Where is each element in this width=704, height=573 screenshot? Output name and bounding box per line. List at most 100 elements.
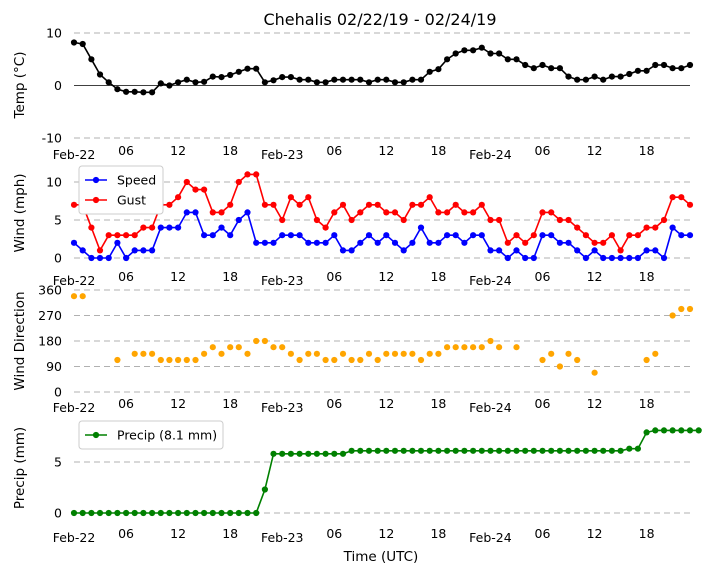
temp-temp-point	[279, 74, 286, 81]
wind-gust-point	[652, 224, 659, 231]
temp-temp-point	[88, 56, 95, 63]
dir-xtick-label: 18	[430, 396, 446, 411]
temp-temp-point	[608, 73, 616, 80]
precip-precip-8-1-mm-point	[235, 509, 242, 517]
wind-gust-point	[305, 194, 312, 201]
wind-gust-point	[235, 178, 242, 186]
wind-gust-point	[478, 201, 485, 208]
precip-precip-8-1-mm-point	[652, 427, 659, 434]
precip-precip-8-1-mm-point	[513, 447, 520, 454]
dir-direction-point	[149, 350, 156, 357]
wind-speed-point	[409, 239, 416, 246]
dir-direction-point	[391, 350, 399, 357]
wind-gust-point	[131, 232, 138, 239]
temp-xtick-label: 06	[535, 143, 551, 158]
dir-xtick-label: 18	[222, 396, 238, 411]
dir-direction-point	[339, 350, 347, 357]
wind-speed-point	[643, 247, 650, 254]
precip-xtick-label: 06	[535, 526, 551, 541]
precip-xtick-label: 12	[587, 526, 603, 541]
wind-gust-point	[374, 201, 381, 208]
wind-speed-point	[235, 216, 242, 224]
precip-xtick-label: 18	[639, 526, 655, 541]
wind-gust-point	[556, 216, 564, 224]
wind-legend: Speed Gust	[78, 165, 164, 215]
temp-temp-point	[131, 88, 138, 95]
wind-ytick-label: 0	[54, 251, 62, 266]
temp-temp-point	[548, 65, 555, 72]
wind-speed-point	[470, 232, 477, 239]
precip-ytick-label: 0	[54, 506, 62, 521]
temp-temp-point	[600, 76, 607, 83]
dir-direction-point	[270, 344, 277, 351]
dir-direction-point	[305, 350, 312, 357]
dir-direction-point	[444, 344, 451, 351]
wind-gust-point	[565, 216, 572, 224]
dir-ytick-label: 0	[54, 385, 62, 400]
temp-temp-point	[339, 76, 347, 83]
wind-speed-point	[140, 247, 147, 254]
dir-direction-point	[496, 344, 503, 351]
precip-precip-8-1-mm-point	[686, 427, 694, 434]
wind-gust-point	[218, 209, 225, 216]
wind-speed-point	[88, 254, 95, 262]
wind-gust-point	[626, 232, 633, 239]
wind-speed-point	[331, 232, 338, 239]
wind-gust-point	[140, 224, 147, 231]
precip-precip-8-1-mm-point	[556, 447, 564, 454]
temp-temp-point	[383, 76, 390, 83]
dir-xtick-label: 06	[326, 396, 342, 411]
wind-xtick-label: 12	[170, 269, 186, 284]
precip-precip-8-1-mm-point	[409, 447, 416, 454]
temp-ytick-label: 0	[54, 78, 62, 93]
dir-ytick-label: 270	[38, 308, 62, 323]
dir-direction-point	[287, 350, 294, 357]
dir-direction-point	[79, 293, 86, 300]
temp-temp-point	[426, 68, 433, 75]
precip-precip-8-1-mm-point	[201, 509, 208, 517]
wind-gust-point	[461, 209, 468, 216]
dir-direction-point	[166, 356, 173, 364]
wind-gust-point	[261, 201, 268, 208]
temp-ytick-label: -10	[42, 131, 62, 146]
dir-direction-point	[452, 344, 459, 351]
temp-temp-point	[478, 44, 485, 51]
dir-xtick-label: 12	[170, 396, 186, 411]
wind-gust-point	[209, 209, 216, 216]
wind-speed-point	[149, 247, 156, 254]
precip-precip-8-1-mm-point	[365, 447, 373, 454]
wind-gust-point	[88, 224, 95, 231]
temp-temp-point	[287, 74, 294, 81]
dir-xtick-label: 06	[535, 396, 551, 411]
wind-speed-point	[678, 232, 685, 239]
wind-speed-point	[452, 232, 459, 239]
dir-direction-point	[565, 350, 572, 357]
temp-temp-point	[556, 65, 564, 72]
wind-gust-point	[574, 224, 581, 231]
precip-precip-8-1-mm-point	[591, 447, 598, 454]
precip-precip-8-1-mm-point	[374, 447, 381, 454]
precip-legend-swatch-dot	[92, 431, 100, 439]
wind-gust-point	[331, 209, 338, 216]
temp-temp-point	[322, 79, 329, 86]
wind-speed-point	[261, 239, 268, 246]
wind-gust-point	[227, 201, 234, 208]
temp-temp-point	[660, 61, 668, 69]
wind-speed-point	[96, 254, 104, 262]
wind-gust-point	[391, 209, 399, 216]
temp-temp-point	[435, 66, 442, 73]
dir-ytick-label: 360	[38, 283, 62, 298]
temp-temp-point	[513, 56, 520, 63]
precip-precip-8-1-mm-point	[70, 509, 78, 517]
temp-xtick-label: 12	[378, 143, 394, 158]
precip-precip-8-1-mm-point	[166, 509, 173, 517]
temp-temp-point	[227, 71, 234, 79]
precip-precip-8-1-mm-point	[123, 509, 130, 517]
dir-direction-point	[652, 350, 659, 357]
dir-ylabel: Wind Direction	[12, 291, 28, 390]
dir-direction-point	[322, 356, 329, 364]
wind-speed-point	[105, 254, 112, 262]
wind-xtick-label: Feb-23	[261, 273, 304, 288]
dir-direction-point	[235, 344, 242, 351]
precip-precip-8-1-mm-point	[383, 447, 390, 454]
